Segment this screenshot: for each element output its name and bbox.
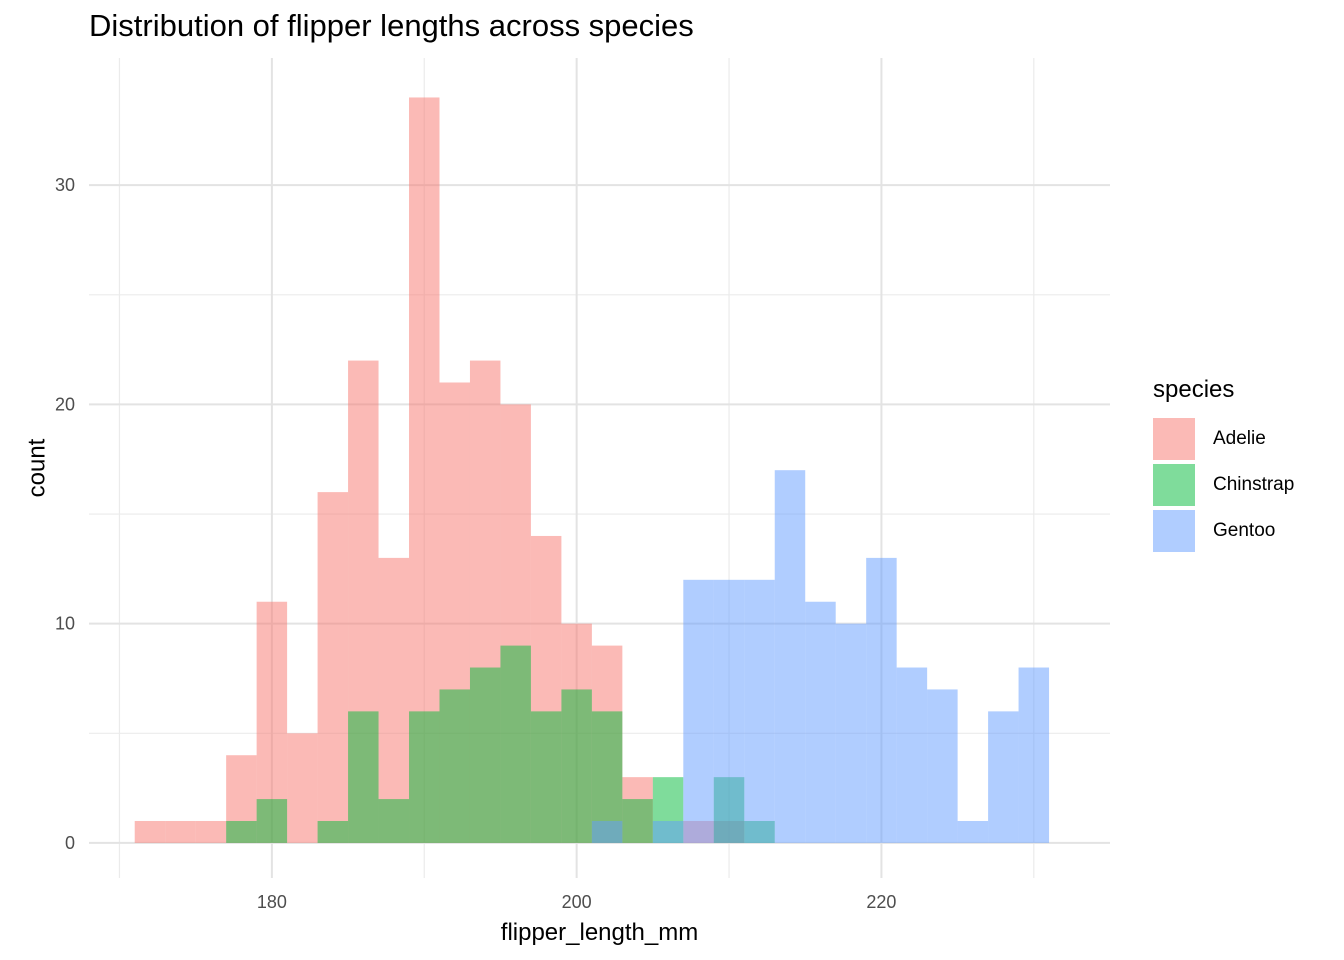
bar-gentoo bbox=[835, 623, 867, 843]
bar-gentoo bbox=[866, 557, 897, 843]
bar-gentoo bbox=[896, 667, 928, 843]
chart-title: Distribution of flipper lengths across s… bbox=[89, 8, 694, 43]
bar-chinstrap bbox=[530, 711, 562, 843]
bar-chinstrap bbox=[469, 667, 501, 843]
y-tick-label: 0 bbox=[65, 833, 75, 853]
legend-label-adelie: Adelie bbox=[1213, 428, 1266, 449]
y-tick-label: 30 bbox=[55, 175, 75, 195]
legend-label-gentoo: Gentoo bbox=[1213, 520, 1276, 541]
bar-gentoo bbox=[713, 579, 745, 843]
x-axis-title: flipper_length_mm bbox=[501, 919, 698, 946]
x-tick-label: 200 bbox=[562, 892, 592, 912]
bar-gentoo bbox=[591, 820, 623, 843]
y-axis-title: count bbox=[23, 438, 50, 497]
bar-chinstrap bbox=[622, 799, 653, 843]
bar-gentoo bbox=[744, 579, 775, 843]
bar-gentoo bbox=[774, 470, 806, 843]
y-tick-label: 10 bbox=[55, 614, 75, 634]
bar-chinstrap bbox=[256, 799, 288, 843]
bar-gentoo bbox=[988, 711, 1019, 843]
legend-key-adelie bbox=[1153, 418, 1195, 460]
bar-adelie bbox=[378, 557, 410, 843]
legend-item-adelie: Adelie bbox=[1153, 416, 1294, 462]
bar-gentoo bbox=[1018, 667, 1050, 843]
bar-gentoo bbox=[957, 820, 989, 843]
bar-chinstrap bbox=[226, 820, 257, 843]
legend-key-gentoo bbox=[1153, 510, 1195, 552]
bar-chinstrap bbox=[317, 820, 349, 843]
bar-chinstrap bbox=[561, 689, 592, 843]
legend-item-chinstrap: Chinstrap bbox=[1153, 462, 1294, 508]
bar-chinstrap bbox=[439, 689, 470, 843]
bar-adelie bbox=[134, 820, 166, 843]
bar-adelie bbox=[317, 492, 349, 843]
bar-adelie bbox=[195, 820, 227, 843]
histogram-bars bbox=[134, 97, 1050, 843]
legend-item-gentoo: Gentoo bbox=[1153, 508, 1294, 554]
legend-title: species bbox=[1153, 376, 1235, 403]
bar-gentoo bbox=[683, 579, 714, 843]
bar-chinstrap bbox=[348, 711, 379, 843]
bar-gentoo bbox=[805, 601, 836, 843]
legend-key-chinstrap bbox=[1153, 464, 1195, 506]
bar-chinstrap bbox=[409, 711, 440, 843]
bar-adelie bbox=[165, 820, 196, 843]
bar-chinstrap bbox=[378, 799, 410, 843]
tick-labels: 180 200 220 0 10 20 30 bbox=[55, 175, 896, 912]
y-tick-label: 20 bbox=[55, 394, 75, 414]
bar-chinstrap bbox=[500, 645, 531, 843]
legend: species Adelie Chinstrap Gentoo bbox=[1153, 376, 1294, 554]
x-tick-label: 220 bbox=[866, 892, 896, 912]
bar-gentoo bbox=[652, 820, 684, 843]
x-tick-label: 180 bbox=[257, 892, 287, 912]
bar-gentoo bbox=[927, 689, 958, 843]
bar-adelie bbox=[287, 733, 318, 843]
legend-label-chinstrap: Chinstrap bbox=[1213, 474, 1295, 495]
